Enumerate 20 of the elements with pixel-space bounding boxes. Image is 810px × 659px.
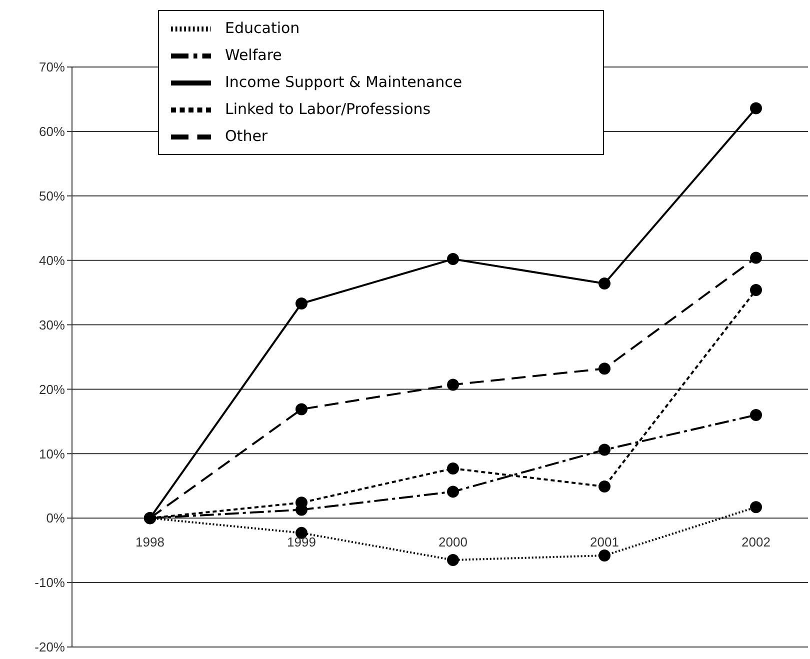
legend-label: Welfare [225, 46, 282, 64]
x-tick-label: 2002 [742, 534, 770, 550]
y-tick-label: 60% [38, 124, 66, 140]
x-tick-label: 2000 [438, 534, 468, 550]
y-tick-label: 70% [38, 60, 66, 75]
legend-label: Income Support & Maintenance [225, 73, 462, 91]
legend-label: Other [225, 127, 268, 145]
x-tick-label: 1999 [287, 534, 316, 550]
y-tick-label: -10% [34, 575, 66, 590]
y-tick-label: 40% [38, 252, 66, 268]
y-tick-label: 10% [38, 446, 66, 462]
y-tick-label: 20% [38, 382, 66, 397]
legend-label: Education [225, 19, 300, 37]
y-tick-label: -20% [34, 640, 66, 655]
x-tick-label: 2001 [590, 534, 619, 550]
legend-label: Linked to Labor/Professions [225, 100, 431, 118]
y-tick-label: 30% [38, 317, 66, 332]
y-tick-label: 0% [46, 510, 66, 526]
y-tick-label: 50% [38, 188, 66, 204]
x-tick-label: 1998 [136, 534, 164, 550]
